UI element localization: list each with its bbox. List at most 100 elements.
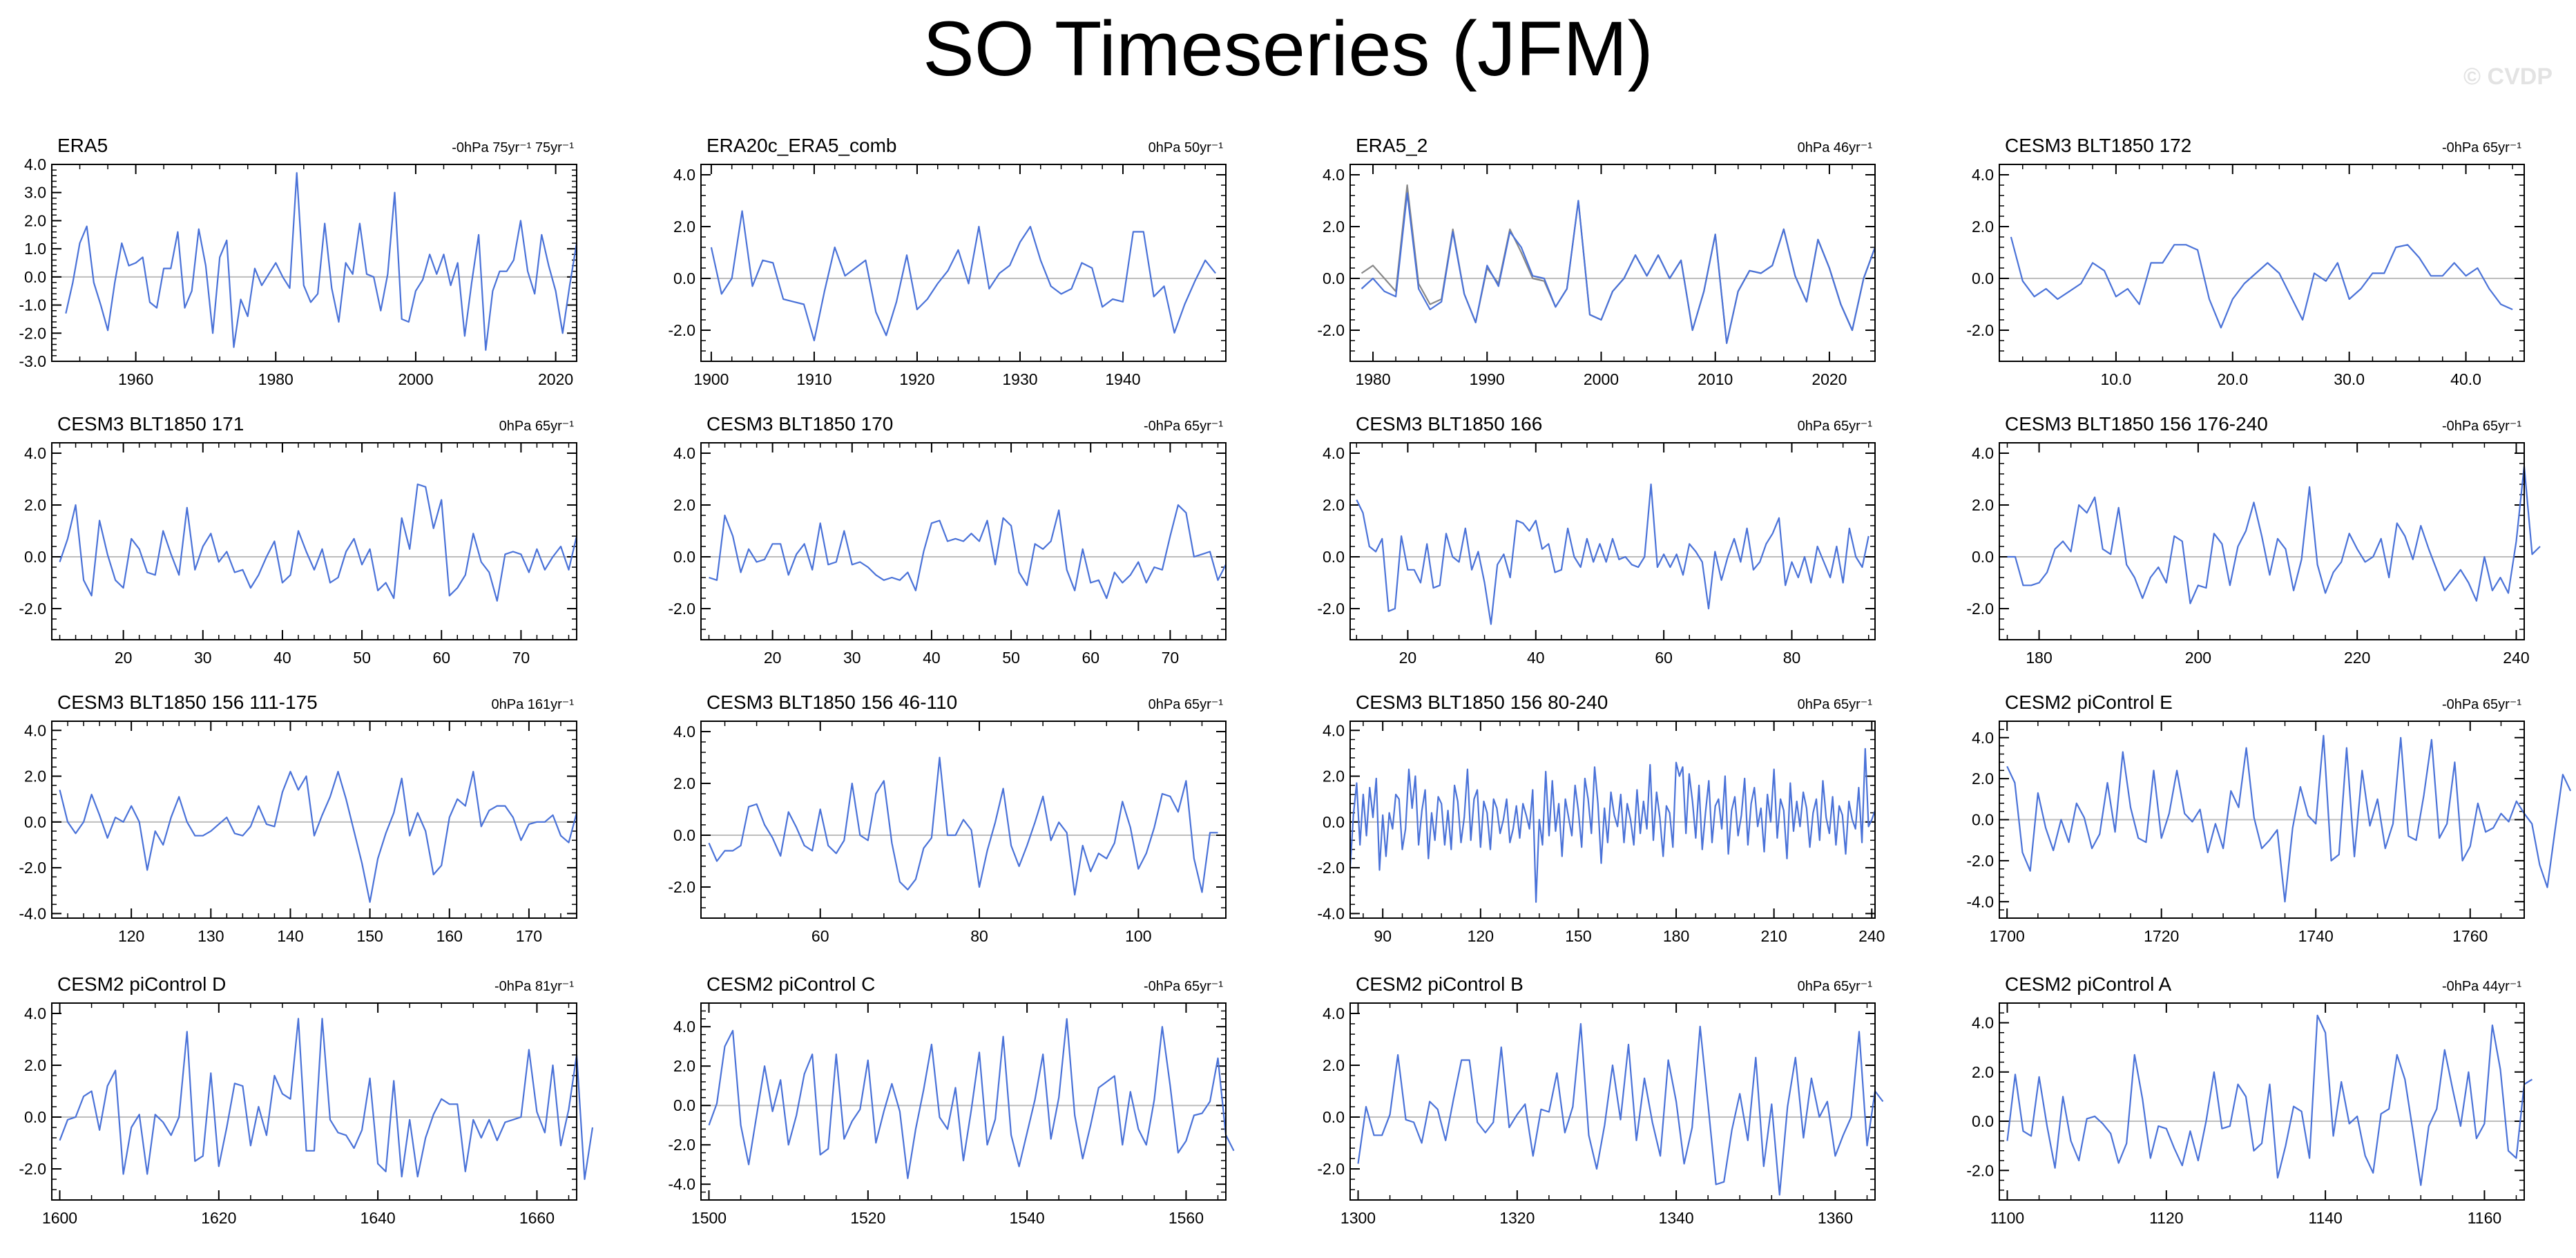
panel-1: ERA20c_ERA5_comb 0hPa 50yr⁻¹ -2.0 0.0 2.0 4.0… [668, 135, 1227, 388]
x-tick-label: 1660 [519, 1209, 555, 1227]
y-tick-label: -3.0 [19, 352, 46, 370]
y-tick-label: 1.0 [24, 240, 46, 258]
y-tick-label: 2.0 [24, 768, 46, 785]
x-tick-label: 210 [1760, 927, 1787, 945]
x-tick-label: 20 [1399, 649, 1417, 667]
x-tick-label: 20 [115, 649, 133, 667]
y-tick-label: 4.0 [1323, 1004, 1345, 1022]
y-tick-label: 2.0 [24, 1056, 46, 1074]
y-tick-label: 0.0 [1323, 269, 1345, 287]
panel-title: CESM2 piControl B [1356, 973, 1524, 995]
watermark: © CVDP [2463, 64, 2553, 90]
x-tick-label: 120 [118, 927, 144, 945]
series-line [2006, 734, 2572, 903]
y-tick-label: 4.0 [1323, 444, 1345, 462]
y-tick-label: 2.0 [1972, 218, 1994, 236]
y-tick-label: 0.0 [673, 269, 695, 287]
panel-11: CESM2 piControl E -0hPa 65yr⁻¹ -4.0 -2.0 0.0… [1966, 692, 2572, 945]
x-tick-label: 1620 [201, 1209, 236, 1227]
y-tick-label: 0.0 [1972, 811, 1994, 829]
x-tick-label: 1300 [1340, 1209, 1376, 1227]
series-line [2007, 465, 2541, 604]
plot-frame [51, 164, 577, 362]
y-tick-label: -2.0 [1317, 321, 1345, 339]
overlay-series-line [1361, 184, 1876, 344]
x-tick-label: 1600 [42, 1209, 77, 1227]
y-tick-label: 4.0 [673, 723, 695, 741]
x-tick-label: 60 [1655, 649, 1673, 667]
x-tick-label: 50 [1002, 649, 1020, 667]
y-tick-label: -2.0 [668, 600, 695, 618]
y-tick-label: 0.0 [673, 826, 695, 844]
y-tick-label: -2.0 [19, 1160, 46, 1178]
y-tick-label: -2.0 [1317, 1160, 1345, 1178]
y-tick-label: 2.0 [1972, 496, 1994, 514]
y-tick-label: 0.0 [673, 1096, 695, 1114]
y-tick-label: 4.0 [1972, 729, 1994, 747]
y-tick-label: 2.0 [24, 496, 46, 514]
trend-label: -0hPa 65yr⁻¹ [1144, 419, 1223, 434]
y-tick-label: 0.0 [24, 1108, 46, 1126]
plot-frame [1349, 164, 1876, 362]
y-tick-label: -4.0 [1317, 904, 1345, 922]
trend-label: 0hPa 46yr⁻¹ [1798, 140, 1873, 155]
x-tick-label: 120 [1468, 927, 1494, 945]
y-tick-label: 4.0 [1972, 166, 1994, 184]
panel-5: CESM3 BLT1850 170 -0hPa 65yr⁻¹ -2.0 0.0 2.0 4… [668, 413, 1227, 667]
x-tick-label: 100 [1125, 927, 1151, 945]
y-tick-label: 2.0 [1972, 1063, 1994, 1081]
trend-label: 0hPa 65yr⁻¹ [1798, 697, 1873, 712]
panel-title: ERA5_2 [1356, 135, 1428, 156]
x-tick-label: 60 [811, 927, 829, 945]
x-tick-label: 30.0 [2334, 370, 2365, 388]
plot-frame [1349, 442, 1876, 640]
y-tick-label: 0.0 [24, 813, 46, 831]
plot-frame [700, 721, 1227, 919]
series-line [1357, 1022, 1884, 1196]
y-tick-label: 2.0 [1323, 1056, 1345, 1074]
y-tick-label: -2.0 [1966, 600, 1994, 618]
x-tick-label: 1140 [2308, 1209, 2342, 1227]
trend-label: 0hPa 50yr⁻¹ [1148, 140, 1224, 155]
panel-2: ERA5_2 0hPa 46yr⁻¹ -2.0 0.0 2.0 4.0 1980 1990 20… [1317, 135, 1876, 388]
y-tick-label: 2.0 [1323, 768, 1345, 785]
plot-frame [1349, 721, 1876, 919]
plot-frame [1349, 1002, 1876, 1201]
series-line [2006, 1014, 2533, 1186]
y-tick-label: -2.0 [19, 600, 46, 618]
panel-title: CESM2 piControl C [707, 973, 875, 995]
y-tick-label: -2.0 [1966, 1161, 1994, 1179]
y-tick-label: 4.0 [1972, 1014, 1994, 1032]
x-tick-label: 50 [353, 649, 371, 667]
x-tick-label: 1900 [693, 370, 729, 388]
y-tick-label: 4.0 [1323, 166, 1345, 184]
panel-title: CESM3 BLT1850 170 [707, 413, 893, 435]
x-tick-label: 240 [1858, 927, 1885, 945]
x-tick-label: 2010 [1698, 370, 1733, 388]
trend-label: 0hPa 65yr⁻¹ [1148, 697, 1224, 712]
x-tick-label: 130 [198, 927, 224, 945]
y-tick-label: -4.0 [19, 904, 46, 922]
x-tick-label: 40 [273, 649, 291, 667]
x-tick-label: 20 [764, 649, 782, 667]
y-tick-label: -2.0 [1966, 852, 1994, 870]
x-tick-label: 2000 [398, 370, 433, 388]
trend-label: 0hPa 161yr⁻¹ [491, 697, 574, 712]
x-tick-label: 40.0 [2450, 370, 2481, 388]
x-tick-label: 1920 [899, 370, 934, 388]
y-tick-label: -2.0 [19, 859, 46, 877]
y-tick-label: 2.0 [1323, 218, 1345, 236]
panel-title: CESM2 piControl A [2005, 973, 2172, 995]
plot-frame [51, 721, 577, 919]
plot-frame [1999, 164, 2525, 362]
y-tick-label: 4.0 [673, 444, 695, 462]
panel-7: CESM3 BLT1850 156 176-240 -0hPa 65yr⁻¹ -2.… [1966, 413, 2541, 667]
x-tick-label: 80 [1783, 649, 1801, 667]
x-tick-label: 1940 [1105, 370, 1140, 388]
x-tick-label: 30 [194, 649, 212, 667]
x-tick-label: 1160 [2468, 1209, 2501, 1227]
trend-label: 0hPa 65yr⁻¹ [1798, 419, 1873, 434]
panel-title: ERA20c_ERA5_comb [707, 135, 896, 156]
panel-title: CESM3 BLT1850 172 [2005, 135, 2191, 156]
